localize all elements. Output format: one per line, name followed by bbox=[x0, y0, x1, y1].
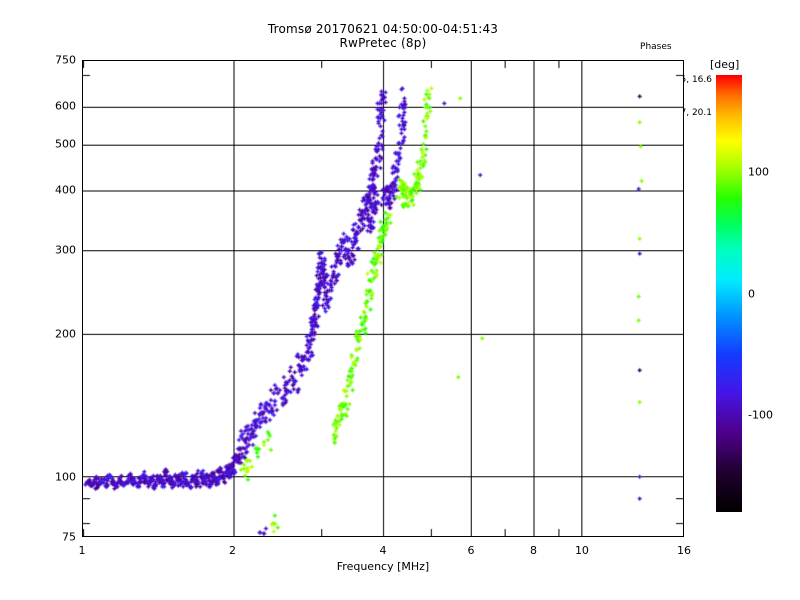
plot-area bbox=[82, 60, 684, 537]
y-axis-label: Stationary phase Virtual Height [km] bbox=[0, 168, 1, 468]
x-tick-1: 1 bbox=[78, 544, 86, 557]
y-tick-75: 75 bbox=[62, 530, 76, 544]
y-tick-600: 600 bbox=[55, 99, 76, 113]
chart-title-line-1: Tromsø 20170621 04:50:00-04:51:43 bbox=[267, 22, 499, 36]
x-tick-10: 10 bbox=[574, 544, 589, 557]
colorbar-tick-100: 100 bbox=[748, 165, 769, 179]
chart-title: Tromsø 20170621 04:50:00-04:51:43 RwPret… bbox=[82, 22, 684, 50]
phase-stats-heading: Phases bbox=[640, 42, 672, 52]
y-tick-100: 100 bbox=[55, 470, 76, 484]
colorbar-gradient bbox=[716, 75, 742, 512]
colorbar-unit-label: [deg] bbox=[710, 58, 740, 71]
colorbar bbox=[716, 75, 742, 512]
chart-title-line-2: RwPretec (8p) bbox=[339, 36, 427, 50]
x-axis-label: Frequency [MHz] bbox=[336, 560, 430, 573]
x-tick-4: 4 bbox=[379, 544, 387, 557]
x-tick-2: 2 bbox=[229, 544, 236, 557]
y-tick-750: 750 bbox=[55, 53, 76, 67]
colorbar-tick-0: 0 bbox=[748, 287, 755, 300]
y-tick-400: 400 bbox=[55, 183, 76, 197]
x-tick-8: 8 bbox=[530, 544, 537, 557]
scatter-plot-canvas bbox=[83, 61, 683, 536]
y-tick-300: 300 bbox=[55, 243, 76, 257]
y-tick-500: 500 bbox=[55, 137, 76, 151]
x-tick-16: 16 bbox=[677, 544, 691, 557]
x-tick-6: 6 bbox=[467, 544, 475, 557]
y-tick-200: 200 bbox=[55, 327, 76, 341]
colorbar-tick--100: -100 bbox=[748, 408, 773, 422]
